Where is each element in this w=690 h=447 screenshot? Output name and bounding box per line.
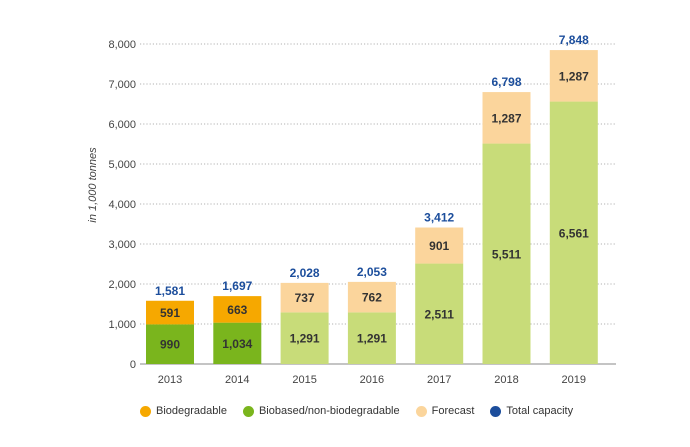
bars <box>146 50 598 364</box>
x-tick-label: 2019 <box>562 374 586 386</box>
x-tick-label: 2015 <box>292 374 316 386</box>
y-tick-label: 7,000 <box>108 79 136 91</box>
x-axis-ticks: 2013 2014 2015 2016 2017 2018 2019 <box>158 374 586 386</box>
bar-value-label: 1,291 <box>290 332 320 346</box>
bar-segment-biobased <box>280 312 329 364</box>
legend-swatch <box>415 405 427 417</box>
total-capacity-label: 3,412 <box>424 211 454 225</box>
bar-segment-biodegradable <box>549 50 598 102</box>
legend-swatch <box>242 405 254 417</box>
bar-segment-biodegradable <box>146 300 194 325</box>
bar-segment-biobased <box>347 312 396 364</box>
bar-value-label: 1,287 <box>559 69 589 83</box>
bar-value-label: 762 <box>362 291 382 305</box>
legend-label: Biobased/non-biodegradable <box>258 405 400 417</box>
bar-value-label: 737 <box>295 291 315 305</box>
bar-value-label: 2,511 <box>425 307 455 321</box>
legend-label: Total capacity <box>506 405 574 417</box>
bar-value-label: 990 <box>160 338 180 352</box>
legend-item: Biodegradable <box>140 405 227 417</box>
bar-value-label: 5,511 <box>492 247 522 261</box>
bar-value-label: 663 <box>227 303 247 317</box>
y-tick-label: 6,000 <box>108 119 136 131</box>
y-axis-ticks: 0 1,000 2,000 3,000 4,000 5,000 6,000 7,000 8,00… <box>108 39 136 371</box>
value-labels: 990 591 1,581 1,034 663 1,697 1,291 737 2,028 1,2… <box>155 33 589 352</box>
total-capacity-label: 1,697 <box>222 279 252 293</box>
x-tick-label: 2018 <box>494 374 518 386</box>
y-tick-label: 5,000 <box>108 159 136 171</box>
total-capacity-label: 7,848 <box>559 33 589 47</box>
legend-swatch <box>490 405 502 417</box>
y-tick-label: 2,000 <box>108 279 136 291</box>
x-tick-label: 2016 <box>360 374 384 386</box>
bar-segment-biobased <box>549 101 598 364</box>
y-tick-label: 0 <box>130 359 136 371</box>
y-axis-label: in 1,000 tonnes <box>87 147 99 223</box>
bar-value-label: 1,034 <box>222 337 252 351</box>
bar-segment-biodegradable <box>482 92 531 144</box>
bar-value-label: 1,287 <box>491 111 521 125</box>
bar-segment-biodegradable <box>213 296 262 323</box>
total-capacity-label: 1,581 <box>155 284 185 298</box>
bar-segment-biobased <box>213 322 262 364</box>
legend-label: Biodegradable <box>156 405 227 417</box>
legend-label: Forecast <box>431 405 475 417</box>
y-tick-label: 8,000 <box>108 39 136 51</box>
x-tick-label: 2014 <box>225 374 249 386</box>
total-capacity-label: 2,053 <box>357 265 387 279</box>
legend: Biodegradable Biobased/non-biodegradable F… <box>140 405 589 417</box>
bar-segment-biobased <box>146 324 194 364</box>
total-capacity-label: 2,028 <box>290 266 320 280</box>
bar-value-label: 901 <box>429 239 449 253</box>
x-tick-label: 2017 <box>427 374 451 386</box>
bar-value-label: 591 <box>160 306 180 320</box>
legend-item: Total capacity <box>490 405 573 417</box>
bar-segment-biodegradable <box>280 282 329 313</box>
legend-item: Forecast <box>415 405 475 417</box>
bar-segment-biobased <box>415 263 464 364</box>
bar-segment-biobased <box>482 143 531 364</box>
bar-value-label: 1,291 <box>357 332 387 346</box>
y-tick-label: 1,000 <box>108 319 136 331</box>
bar-segment-biodegradable <box>347 281 396 313</box>
x-tick-label: 2013 <box>158 374 182 386</box>
legend-item: Biobased/non-biodegradable <box>242 405 400 417</box>
bar-segment-biodegradable <box>415 227 464 264</box>
y-tick-label: 4,000 <box>108 199 136 211</box>
bar-value-label: 6,561 <box>559 226 589 240</box>
total-capacity-label: 6,798 <box>491 75 521 89</box>
legend-swatch <box>140 405 151 417</box>
y-tick-label: 3,000 <box>108 239 136 251</box>
